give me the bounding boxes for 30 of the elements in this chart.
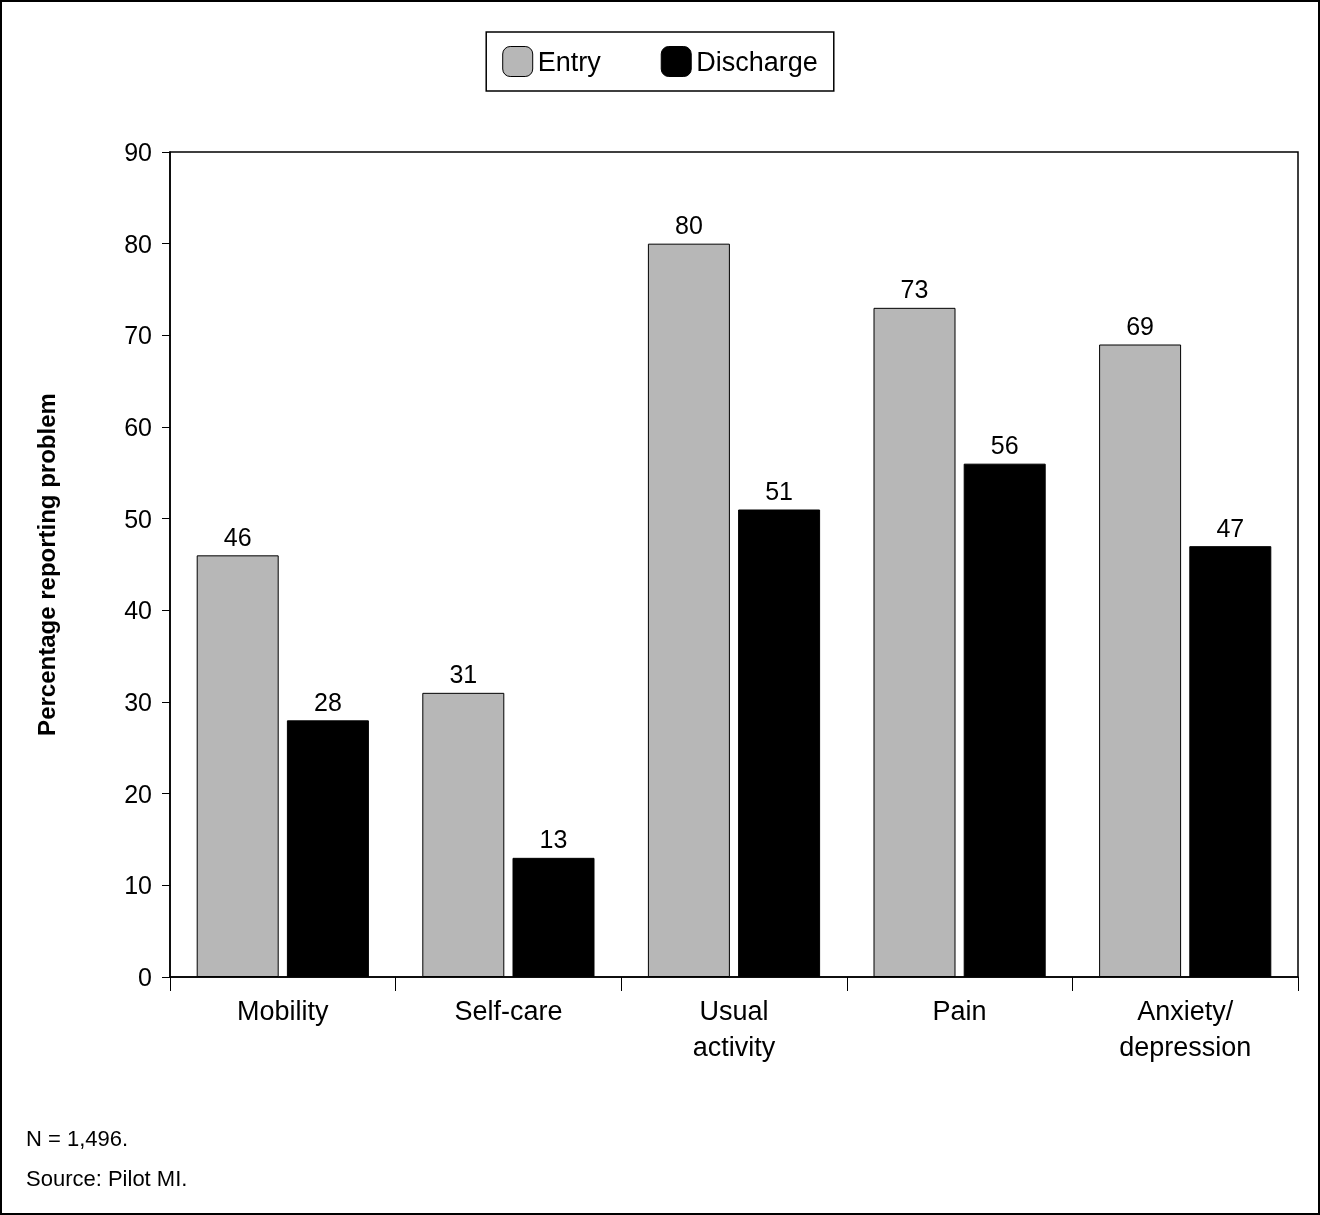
x-tick-label: Self-care [454,996,563,1026]
x-tick-label: Usual activity [692,996,776,1062]
y-tick-label: 30 [124,688,152,716]
y-tick-label: 50 [124,504,152,533]
data-label: 13 [539,825,568,854]
y-tick-label: 10 [124,871,152,900]
source-note: Source: Pilot MI. [26,1165,188,1191]
y-tick-label: 60 [124,413,152,441]
y-axis-title: Percentage reporting problem [32,393,60,736]
data-label: 73 [900,275,929,304]
y-tick-label: 40 [124,596,152,625]
y-tick-label: 0 [138,963,152,991]
data-label: 46 [223,522,252,551]
data-label: 31 [449,660,478,689]
y-tick-label: 80 [124,229,152,258]
data-label: 69 [1126,312,1155,340]
legend-label: Entry [537,46,602,77]
data-label: 47 [1216,513,1245,542]
data-label: 28 [313,687,342,716]
x-tick-label: Anxiety/ depression [1119,996,1252,1062]
legend-label: Discharge [696,46,818,77]
data-label: 56 [990,431,1019,460]
x-tick-label: Mobility [237,996,330,1026]
data-label: 80 [674,211,703,240]
y-tick-label: 90 [124,138,152,166]
x-tick-label: Pain [932,996,987,1026]
y-tick-label: 20 [124,779,152,808]
y-tick-label: 70 [124,321,152,350]
data-label: 51 [765,477,794,505]
text: N = 1,496. [26,1125,129,1151]
